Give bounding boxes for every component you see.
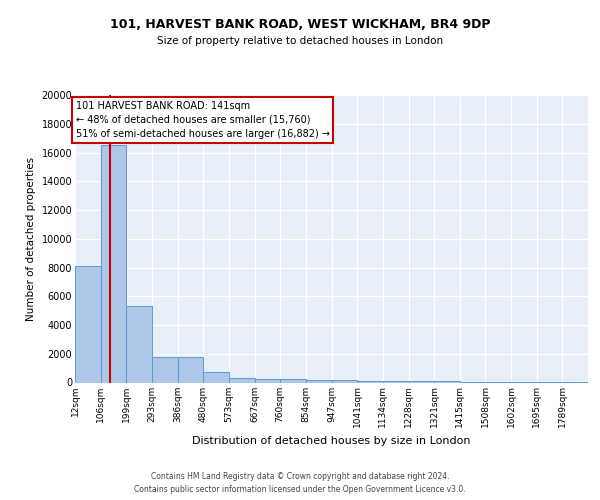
Bar	[331, 380, 357, 382]
Bar	[280, 380, 306, 382]
Bar	[203, 372, 229, 382]
Bar	[254, 379, 280, 382]
Bar	[101, 146, 127, 382]
Y-axis label: Number of detached properties: Number of detached properties	[26, 156, 36, 321]
Bar	[409, 381, 434, 382]
Text: Size of property relative to detached houses in London: Size of property relative to detached ho…	[157, 36, 443, 46]
Bar	[178, 358, 203, 382]
Bar	[229, 378, 254, 382]
Text: 101 HARVEST BANK ROAD: 141sqm
← 48% of detached houses are smaller (15,760)
51% : 101 HARVEST BANK ROAD: 141sqm ← 48% of d…	[76, 101, 329, 139]
X-axis label: Distribution of detached houses by size in London: Distribution of detached houses by size …	[192, 436, 471, 446]
Bar	[357, 380, 383, 382]
Bar	[306, 380, 331, 382]
Bar	[127, 306, 152, 382]
Bar	[152, 358, 178, 382]
Bar	[75, 266, 101, 382]
Text: Contains HM Land Registry data © Crown copyright and database right 2024.
Contai: Contains HM Land Registry data © Crown c…	[134, 472, 466, 494]
Bar	[383, 381, 409, 382]
Text: 101, HARVEST BANK ROAD, WEST WICKHAM, BR4 9DP: 101, HARVEST BANK ROAD, WEST WICKHAM, BR…	[110, 18, 490, 30]
